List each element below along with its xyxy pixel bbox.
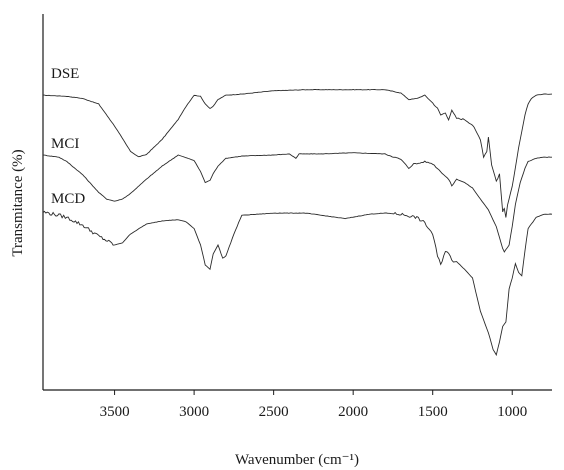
series-label-mcd: MCD bbox=[51, 191, 85, 207]
x-tick-label: 1000 bbox=[497, 404, 527, 420]
x-tick-layer: 3500 3000 2500 2000 1500 1000 bbox=[100, 390, 527, 420]
y-axis-label: Transmitance (%) bbox=[10, 149, 26, 256]
x-tick-label: 3500 bbox=[100, 404, 130, 420]
x-tick-label: 3000 bbox=[179, 404, 209, 420]
series-label-mci: MCI bbox=[51, 136, 79, 152]
series-label-dse: DSE bbox=[51, 66, 79, 82]
series-line-mci bbox=[43, 152, 552, 253]
x-tick-label: 1500 bbox=[418, 404, 448, 420]
x-axis-label: Wavenumber (cm⁻¹) bbox=[235, 452, 359, 468]
series-line-dse bbox=[43, 89, 553, 218]
x-tick-label: 2500 bbox=[259, 404, 289, 420]
x-tick-label: 2000 bbox=[338, 404, 368, 420]
series-layer bbox=[42, 89, 553, 357]
plot-area: 3500 3000 2500 2000 1500 1000 bbox=[42, 14, 553, 420]
series-line-mcd bbox=[42, 210, 553, 357]
